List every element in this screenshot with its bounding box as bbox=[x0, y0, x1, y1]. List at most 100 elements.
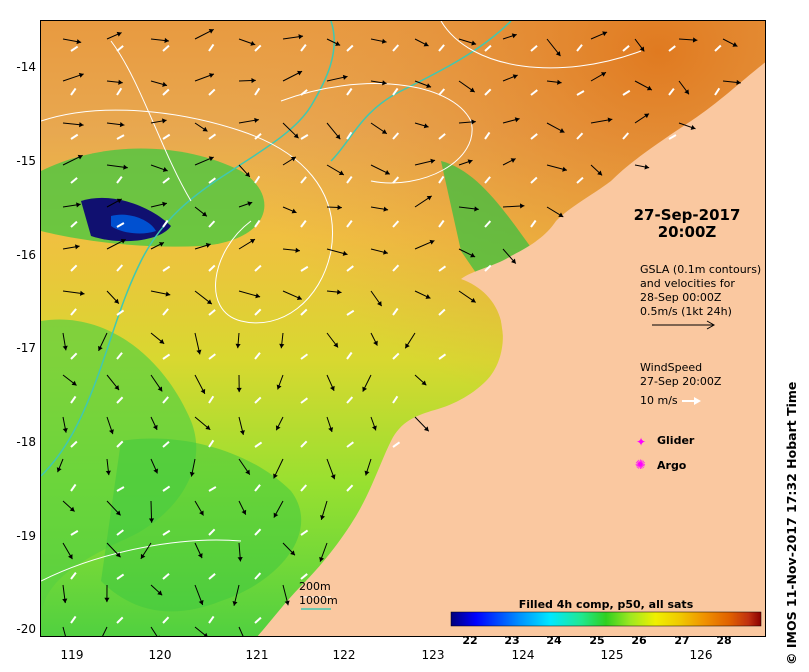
velocity-arrowhead bbox=[297, 70, 303, 76]
wind-arrow bbox=[208, 264, 216, 272]
velocity-arrowhead bbox=[98, 345, 103, 351]
wind-arrow bbox=[530, 44, 538, 52]
velocity-arrowhead bbox=[405, 343, 410, 349]
wind-arrow bbox=[346, 87, 353, 96]
velocity-arrowhead bbox=[423, 123, 429, 129]
velocity-arrowhead bbox=[247, 201, 253, 207]
velocity-arrowhead bbox=[511, 33, 517, 39]
cold-water-core bbox=[111, 214, 156, 234]
velocity-arrowhead bbox=[298, 34, 304, 40]
velocity-arrowhead bbox=[245, 469, 250, 475]
wind-arrow bbox=[300, 89, 308, 96]
velocity-arrowhead bbox=[293, 133, 299, 139]
colorbar-tick: 24 bbox=[546, 634, 562, 647]
wind-arrow bbox=[392, 395, 399, 404]
wind-arrow bbox=[438, 133, 446, 140]
wind-legend-line: 27-Sep 20:00Z bbox=[640, 375, 722, 388]
sst-map[interactable] bbox=[40, 20, 766, 637]
wind-arrow bbox=[162, 353, 171, 360]
velocity-arrowhead bbox=[105, 470, 111, 476]
wind-arrow bbox=[576, 90, 585, 96]
wind-arrow bbox=[208, 133, 217, 140]
gsla-contour-3 bbox=[440, 21, 642, 69]
lat-tick: -19 bbox=[16, 529, 36, 543]
wind-arrow bbox=[622, 45, 630, 52]
velocity-arrowhead bbox=[329, 385, 335, 391]
velocity-arrowhead bbox=[206, 299, 212, 305]
velocity-arrowhead bbox=[116, 31, 122, 37]
wind-arrow bbox=[300, 134, 309, 140]
velocity-arrowhead bbox=[153, 468, 159, 474]
cool-water-south-2 bbox=[101, 438, 302, 612]
velocity-arrow bbox=[102, 626, 108, 636]
velocity-arrowhead bbox=[646, 85, 652, 91]
wind-arrow bbox=[714, 44, 722, 52]
wind-arrow bbox=[484, 131, 491, 140]
wind-arrow bbox=[622, 132, 630, 140]
velocity-arrowhead bbox=[108, 429, 114, 435]
velocity-arrowhead bbox=[198, 600, 204, 605]
wind-arrow bbox=[116, 87, 123, 96]
wind-arrow bbox=[622, 89, 631, 96]
velocity-arrowhead bbox=[330, 474, 336, 480]
wind-arrow bbox=[438, 353, 447, 360]
velocity-arrowhead bbox=[116, 198, 122, 204]
wind-arrow bbox=[254, 396, 262, 404]
velocity-arrowhead bbox=[469, 87, 475, 93]
wind-arrow bbox=[116, 440, 124, 448]
wind-arrow bbox=[530, 219, 537, 228]
velocity-arrowhead bbox=[201, 211, 207, 217]
velocity-arrowhead bbox=[328, 427, 334, 432]
wind-arrow bbox=[300, 440, 308, 448]
imos-credit: © IMOS 11-Nov-2017 17:32 Hobart Time bbox=[784, 381, 799, 665]
velocity-arrowhead bbox=[338, 170, 344, 175]
velocity-arrowhead bbox=[161, 118, 167, 124]
wind-arrow bbox=[346, 441, 354, 448]
wind-arrow bbox=[300, 397, 309, 404]
velocity-arrowhead bbox=[237, 556, 243, 562]
wind-arrow bbox=[392, 264, 400, 272]
wind-arrow bbox=[530, 89, 538, 96]
wind-arrow bbox=[438, 308, 446, 316]
velocity-arrow bbox=[62, 626, 66, 636]
wind-arrow bbox=[346, 309, 355, 316]
velocity-arrowhead bbox=[284, 600, 290, 606]
velocity-arrowhead bbox=[196, 349, 202, 355]
wind-arrow bbox=[392, 132, 400, 140]
velocity-arrowhead bbox=[510, 158, 516, 163]
wind-arrow bbox=[346, 351, 353, 360]
velocity-legend-arrow bbox=[652, 320, 716, 330]
velocity-arrowhead bbox=[426, 83, 432, 89]
velocity-arrowhead bbox=[512, 74, 518, 80]
velocity-arrowhead bbox=[62, 427, 68, 433]
gsla-legend-line: and velocities for bbox=[640, 277, 735, 290]
lon-tick: 126 bbox=[689, 648, 713, 662]
velocity-arrowhead bbox=[56, 467, 62, 473]
lon-tick: 123 bbox=[421, 648, 445, 662]
velocity-arrowhead bbox=[342, 250, 348, 256]
velocity-arrowhead bbox=[644, 164, 650, 170]
wind-arrow bbox=[300, 573, 308, 580]
map-timestamp: 27-Sep-2017 20:00Z bbox=[632, 207, 742, 241]
wind-arrow bbox=[346, 484, 354, 492]
wind-arrow bbox=[254, 219, 261, 228]
lat-tick: -14 bbox=[16, 60, 36, 74]
velocity-arrowhead bbox=[250, 40, 256, 46]
wind-arrow bbox=[346, 396, 354, 404]
wind-arrow bbox=[300, 484, 308, 492]
argo-label: Argo bbox=[657, 459, 687, 472]
wind-arrow bbox=[346, 44, 354, 52]
wind-arrow bbox=[116, 486, 125, 492]
wind-arrow bbox=[162, 485, 171, 492]
wind-arrow bbox=[438, 88, 446, 96]
wind-arrow bbox=[392, 44, 400, 52]
legend-1000m-label: 1000m bbox=[299, 594, 338, 607]
wind-arrow bbox=[254, 484, 261, 492]
wind-arrow bbox=[116, 396, 124, 404]
wind-arrow bbox=[438, 265, 447, 272]
wind-arrow bbox=[438, 175, 445, 184]
lon-tick: 125 bbox=[600, 648, 624, 662]
velocity-arrowhead bbox=[159, 338, 165, 344]
colorbar-tick: 22 bbox=[462, 634, 478, 647]
wind-arrow bbox=[392, 352, 400, 360]
